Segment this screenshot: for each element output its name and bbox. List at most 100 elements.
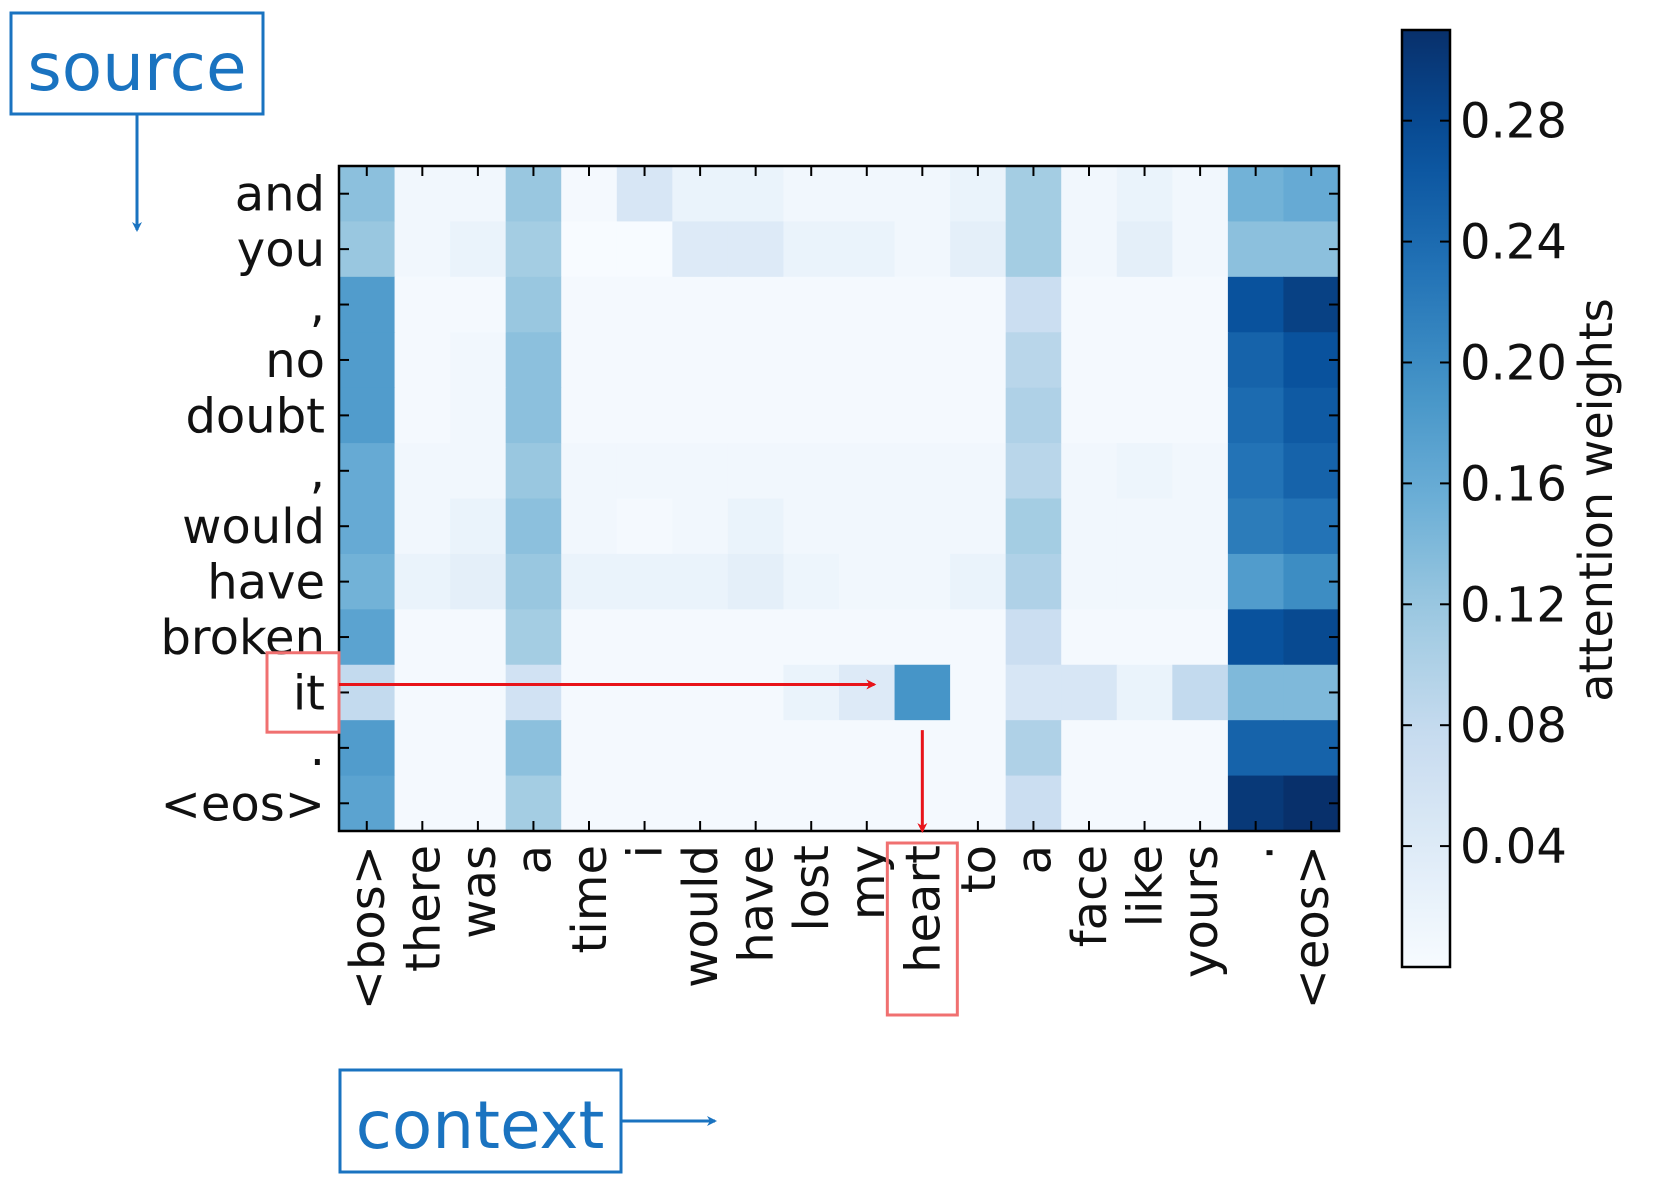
heatmap-cell xyxy=(1227,609,1285,666)
heatmap-cell xyxy=(894,276,951,333)
y-tick-label: , xyxy=(310,444,325,500)
y-tick-label: no xyxy=(265,333,325,389)
heatmap-cell xyxy=(561,387,618,444)
colorbar-tick-label: 0.12 xyxy=(1460,577,1567,633)
heatmap-cell xyxy=(672,609,729,666)
heatmap-cell xyxy=(1172,553,1229,610)
x-tick-label: . xyxy=(1229,845,1285,860)
highlight-row-box xyxy=(265,651,341,734)
heatmap-cell xyxy=(450,221,507,278)
highlight-col-box xyxy=(885,841,959,1017)
heatmap-cell xyxy=(839,498,896,555)
heatmap-cell xyxy=(561,221,618,278)
heatmap-cell xyxy=(727,387,785,444)
heatmap-cell xyxy=(783,553,840,610)
heatmap-cell xyxy=(450,664,507,721)
y-tick-label: <eos> xyxy=(161,776,325,832)
heatmap-cell xyxy=(616,443,673,500)
heatmap-cell xyxy=(672,332,729,389)
heatmap-cell xyxy=(1227,332,1285,389)
heatmap-cell xyxy=(783,664,840,721)
heatmap-cell xyxy=(783,609,840,666)
y-tick-label: would xyxy=(182,499,325,555)
colorbar-tick-label: 0.20 xyxy=(1460,335,1567,391)
source-label: source xyxy=(27,29,246,106)
heatmap-cell xyxy=(1005,332,1062,389)
heatmap-cell xyxy=(505,332,562,389)
heatmap-cell xyxy=(672,276,729,333)
colorbar xyxy=(1400,28,1452,969)
heatmap-cell xyxy=(505,720,562,777)
heatmap-cell xyxy=(672,387,729,444)
heatmap-cell xyxy=(839,664,896,721)
heatmap-cell xyxy=(727,720,785,777)
heatmap-cells xyxy=(339,166,1340,832)
colorbar-tick-label: 0.16 xyxy=(1460,456,1567,512)
heatmap-cell xyxy=(1061,221,1118,278)
heatmap-cell xyxy=(450,498,507,555)
heatmap-cell xyxy=(1116,498,1173,555)
heatmap-cell xyxy=(394,498,451,555)
heatmap-cell xyxy=(561,609,618,666)
y-tick-label: doubt xyxy=(185,388,325,444)
heatmap-cell xyxy=(839,720,896,777)
y-tick-label: have xyxy=(207,555,325,611)
heatmap-cell xyxy=(950,720,1007,777)
heatmap-cell xyxy=(783,387,840,444)
heatmap-cell xyxy=(561,276,618,333)
x-tick-label: was xyxy=(451,845,507,939)
heatmap-cell xyxy=(727,332,785,389)
context-label: context xyxy=(356,1087,605,1164)
heatmap-cell xyxy=(1227,720,1285,777)
heatmap-cell xyxy=(1061,443,1118,500)
x-tick-label: heart xyxy=(895,845,951,973)
heatmap-cell xyxy=(394,609,451,666)
heatmap-cell xyxy=(505,443,562,500)
heatmap-cell xyxy=(505,498,562,555)
heatmap-cell xyxy=(561,332,618,389)
y-tick-label: you xyxy=(237,222,325,278)
heatmap-cell xyxy=(783,720,840,777)
heatmap-cell xyxy=(450,332,507,389)
highlight-annotations xyxy=(265,651,959,1017)
heatmap-cell xyxy=(727,609,785,666)
heatmap-cell xyxy=(839,609,896,666)
heatmap-cell xyxy=(1005,553,1062,610)
colorbar-tick-label: 0.08 xyxy=(1460,698,1567,754)
heatmap-cell xyxy=(561,553,618,610)
heatmap-cell xyxy=(394,332,451,389)
heatmap-cell xyxy=(1116,720,1173,777)
heatmap-cell xyxy=(561,720,618,777)
heatmap-cell xyxy=(1061,664,1118,721)
heatmap-cell xyxy=(1116,276,1173,333)
heatmap-cell xyxy=(727,443,785,500)
heatmap-cell xyxy=(1227,553,1285,610)
x-tick-label: time xyxy=(562,845,618,953)
heatmap-cell xyxy=(1227,443,1285,500)
heatmap-cell xyxy=(672,443,729,500)
heatmap-cell xyxy=(561,498,618,555)
heatmap-cell xyxy=(950,387,1007,444)
heatmap-cell xyxy=(950,553,1007,610)
heatmap-cell xyxy=(394,553,451,610)
heatmap-cell xyxy=(616,609,673,666)
heatmap-cell xyxy=(727,276,785,333)
heatmap-cell xyxy=(894,332,951,389)
heatmap-cell xyxy=(783,498,840,555)
heatmap-cell xyxy=(505,387,562,444)
heatmap-cell xyxy=(1116,443,1173,500)
colorbar-tick-label: 0.24 xyxy=(1460,215,1567,271)
heatmap-cell xyxy=(1172,498,1229,555)
heatmap-cell xyxy=(1005,720,1062,777)
x-tick-label: have xyxy=(729,845,785,963)
heatmap-cell xyxy=(783,276,840,333)
heatmap-cell xyxy=(839,553,896,610)
heatmap-cell xyxy=(1227,664,1285,721)
heatmap-cell xyxy=(1116,553,1173,610)
heatmap-cell xyxy=(672,664,729,721)
heatmap-cell xyxy=(1061,387,1118,444)
heatmap-cell xyxy=(783,221,840,278)
heatmap-cell xyxy=(1005,609,1062,666)
heatmap-cell xyxy=(1005,221,1062,278)
x-tick-label: there xyxy=(395,845,451,972)
